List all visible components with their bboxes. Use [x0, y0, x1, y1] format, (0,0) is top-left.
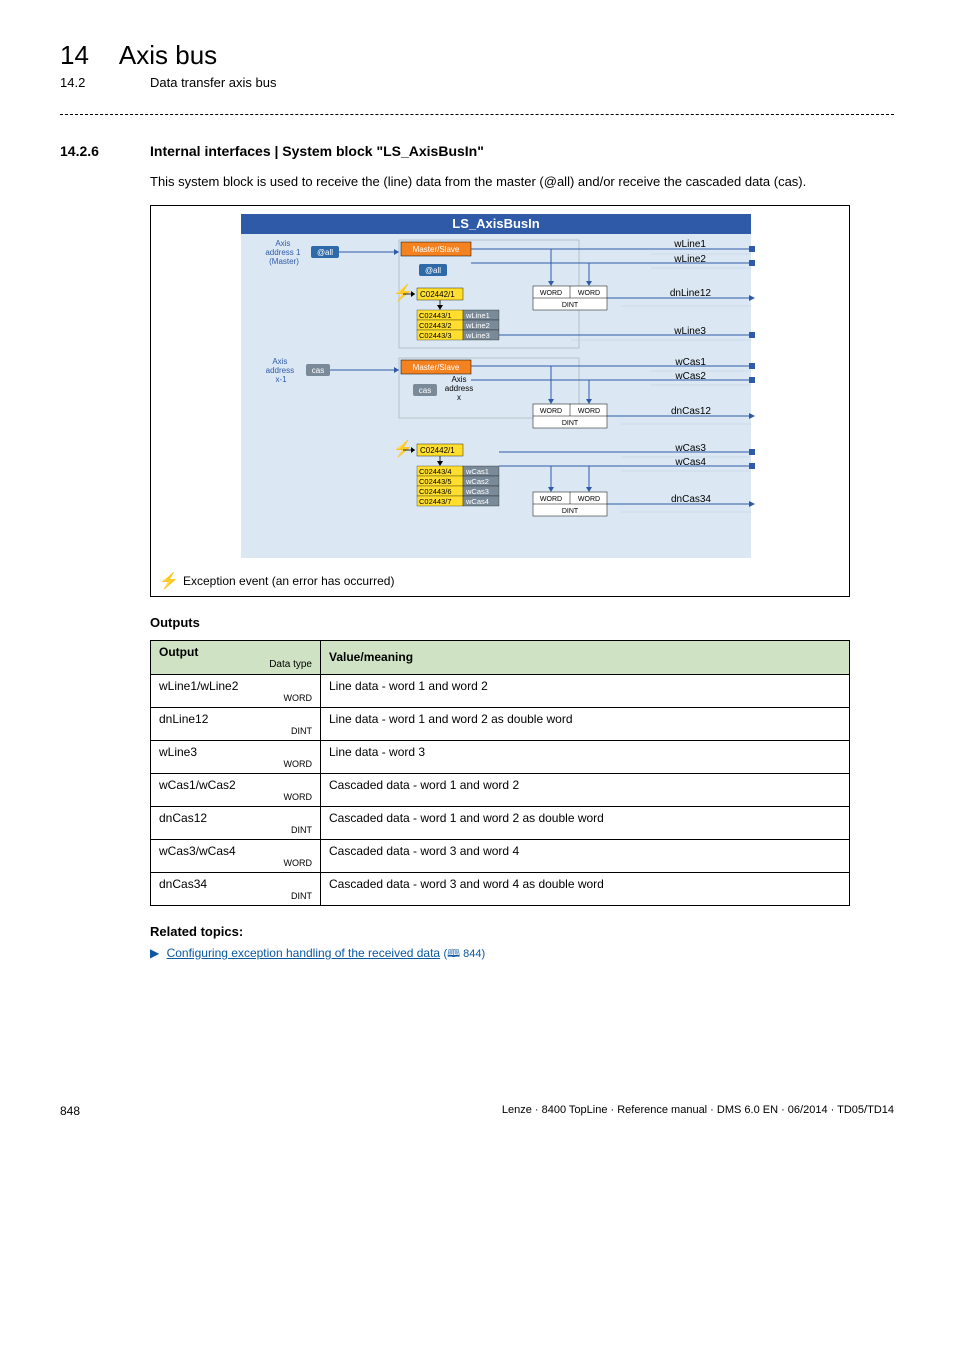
svg-text:wLine1: wLine1: [673, 239, 706, 250]
col-output: Output: [159, 645, 312, 659]
value-cell: Line data - word 1 and word 2: [321, 674, 850, 707]
svg-text:cas: cas: [312, 366, 324, 375]
related-link-row: ▶ Configuring exception handling of the …: [150, 945, 894, 964]
related-link[interactable]: Configuring exception handling of the re…: [167, 946, 441, 960]
svg-text:WORD: WORD: [578, 290, 600, 297]
footer-right: Lenze · 8400 TopLine · Reference manual …: [502, 1104, 894, 1118]
value-cell: Cascaded data - word 1 and word 2: [321, 773, 850, 806]
svg-text:WORD: WORD: [540, 496, 562, 503]
value-cell: Line data - word 1 and word 2 as double …: [321, 707, 850, 740]
section-title: Internal interfaces | System block "LS_A…: [150, 143, 484, 159]
section-number: 14.2.6: [60, 143, 120, 159]
svg-text:DINT: DINT: [562, 508, 579, 515]
svg-text:C02442/1: C02442/1: [420, 446, 455, 455]
diagram-legend: ⚡ Exception event (an error has occurred…: [151, 566, 849, 596]
svg-text:cas: cas: [419, 386, 431, 395]
col-datatype: Data type: [159, 659, 312, 670]
svg-text:dnCas34: dnCas34: [671, 494, 711, 505]
svg-text:C02443/1: C02443/1: [419, 311, 452, 320]
diagram-container: LS_AxisBusIn Axis address 1 (Master) @al…: [150, 205, 850, 597]
output-cell: wLine3WORD: [151, 740, 321, 773]
page-number: 848: [60, 1104, 80, 1118]
page-ref: (🕮 844): [443, 948, 485, 960]
svg-text:wCas3: wCas3: [465, 487, 489, 496]
svg-text:@all: @all: [317, 248, 333, 257]
outputs-table: Output Data type Value/meaning wLine1/wL…: [150, 640, 850, 906]
svg-text:wLine2: wLine2: [673, 254, 706, 265]
chapter-number: 14: [60, 40, 89, 71]
divider: [60, 114, 894, 115]
svg-text:wCas2: wCas2: [674, 371, 706, 382]
outputs-heading: Outputs: [150, 615, 894, 630]
svg-text:wCas1: wCas1: [465, 467, 489, 476]
value-cell: Line data - word 3: [321, 740, 850, 773]
related-heading: Related topics:: [150, 924, 894, 939]
svg-text:C02443/3: C02443/3: [419, 331, 452, 340]
intro-paragraph: This system block is used to receive the…: [150, 173, 894, 191]
svg-text:DINT: DINT: [562, 302, 579, 309]
svg-text:C02443/6: C02443/6: [419, 487, 452, 496]
svg-text:dnCas12: dnCas12: [671, 406, 711, 417]
svg-text:C02443/5: C02443/5: [419, 477, 452, 486]
svg-text:WORD: WORD: [540, 408, 562, 415]
subsection-title: Data transfer axis bus: [150, 75, 276, 90]
svg-text:Master/Slave: Master/Slave: [413, 245, 460, 254]
flash-icon: ⚡: [393, 283, 413, 302]
svg-text:dnLine12: dnLine12: [670, 288, 712, 299]
diagram-title: LS_AxisBusIn: [452, 216, 539, 231]
svg-text:wCas1: wCas1: [674, 357, 706, 368]
svg-text:C02443/4: C02443/4: [419, 467, 452, 476]
svg-text:wCas2: wCas2: [465, 477, 489, 486]
svg-text:DINT: DINT: [562, 420, 579, 427]
svg-text:wCas3: wCas3: [674, 443, 706, 454]
output-cell: wLine1/wLine2WORD: [151, 674, 321, 707]
svg-text:wCas4: wCas4: [674, 457, 706, 468]
arrow-icon: ▶: [150, 946, 159, 960]
svg-text:C02442/1: C02442/1: [420, 290, 455, 299]
svg-text:WORD: WORD: [540, 290, 562, 297]
value-cell: Cascaded data - word 1 and word 2 as dou…: [321, 806, 850, 839]
svg-text:WORD: WORD: [578, 408, 600, 415]
output-cell: wCas3/wCas4WORD: [151, 839, 321, 872]
svg-text:wLine1: wLine1: [465, 311, 490, 320]
svg-text:wCas4: wCas4: [465, 497, 489, 506]
output-cell: dnCas34DINT: [151, 872, 321, 905]
chapter-title: Axis bus: [119, 40, 217, 71]
svg-text:C02443/7: C02443/7: [419, 497, 452, 506]
col-value: Value/meaning: [321, 640, 850, 674]
output-cell: dnLine12DINT: [151, 707, 321, 740]
svg-text:Master/Slave: Master/Slave: [413, 363, 460, 372]
ls-axisbus-diagram: LS_AxisBusIn Axis address 1 (Master) @al…: [151, 206, 849, 566]
svg-text:WORD: WORD: [578, 496, 600, 503]
value-cell: Cascaded data - word 3 and word 4: [321, 839, 850, 872]
svg-text:wLine3: wLine3: [465, 331, 490, 340]
svg-text:wLine2: wLine2: [465, 321, 490, 330]
svg-text:C02443/2: C02443/2: [419, 321, 452, 330]
svg-text:@all: @all: [425, 266, 441, 275]
svg-text:wLine3: wLine3: [673, 326, 706, 337]
flash-icon: ⚡: [393, 439, 413, 458]
output-cell: dnCas12DINT: [151, 806, 321, 839]
subsection-number: 14.2: [60, 75, 120, 90]
legend-text: Exception event (an error has occurred): [183, 574, 394, 588]
output-cell: wCas1/wCas2WORD: [151, 773, 321, 806]
value-cell: Cascaded data - word 3 and word 4 as dou…: [321, 872, 850, 905]
svg-text:⚡: ⚡: [159, 572, 177, 590]
